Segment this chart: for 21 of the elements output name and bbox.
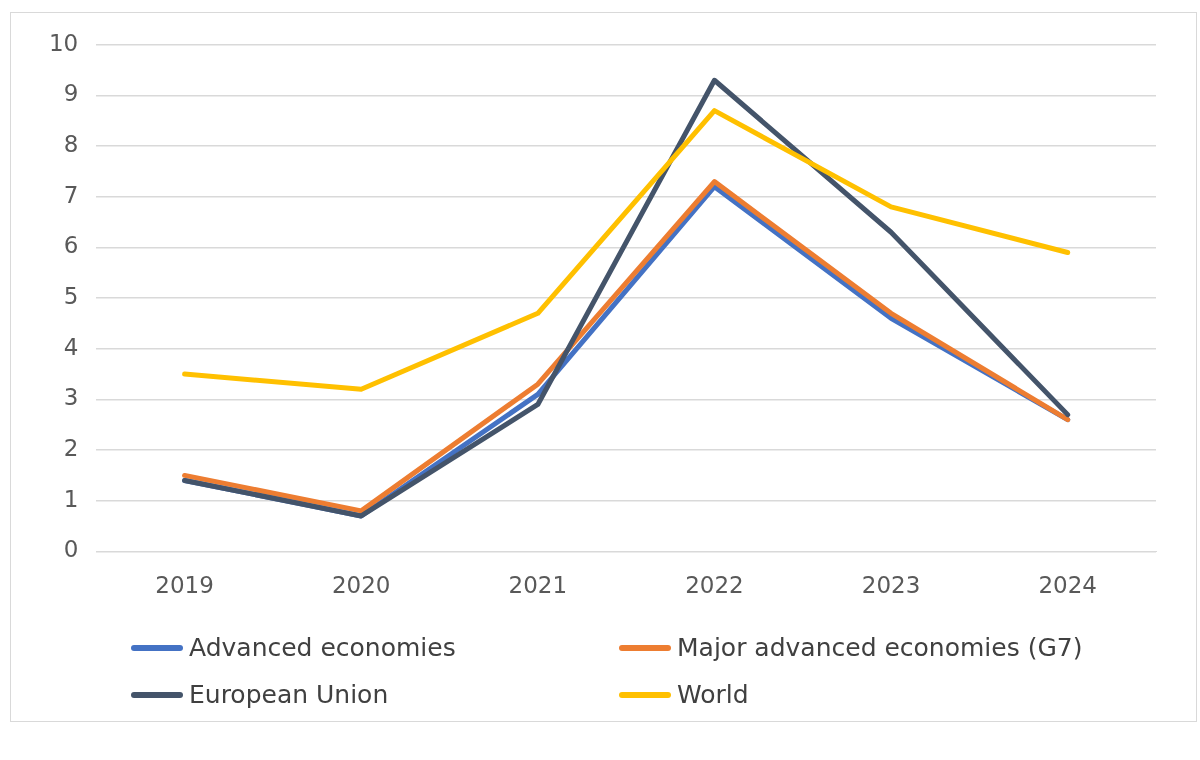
x-tick-label: 2021: [508, 572, 568, 599]
y-tick-label: 9: [63, 80, 79, 107]
x-tick-label: 2022: [685, 572, 744, 599]
y-tick-label: 5: [63, 283, 79, 310]
y-tick-label: 2: [63, 435, 79, 462]
y-tick-label: 7: [63, 181, 79, 208]
y-tick-label: 6: [63, 232, 79, 259]
legend-label: Major advanced economies (G7): [677, 633, 1083, 662]
y-tick-label: 4: [63, 333, 79, 360]
y-tick-label: 1: [63, 485, 79, 512]
x-tick-label: 2023: [861, 572, 921, 599]
y-tick-label: 3: [63, 384, 79, 411]
y-tick-label: 8: [63, 131, 79, 158]
legend-label: European Union: [189, 680, 389, 709]
y-tick-label: 0: [63, 536, 79, 563]
x-tick-label: 2019: [155, 572, 214, 599]
y-tick-label: 10: [48, 29, 79, 56]
x-tick-label: 2020: [331, 572, 391, 599]
legend-label: Advanced economies: [189, 633, 456, 662]
legend-label: World: [677, 680, 749, 709]
x-tick-label: 2024: [1038, 572, 1097, 599]
